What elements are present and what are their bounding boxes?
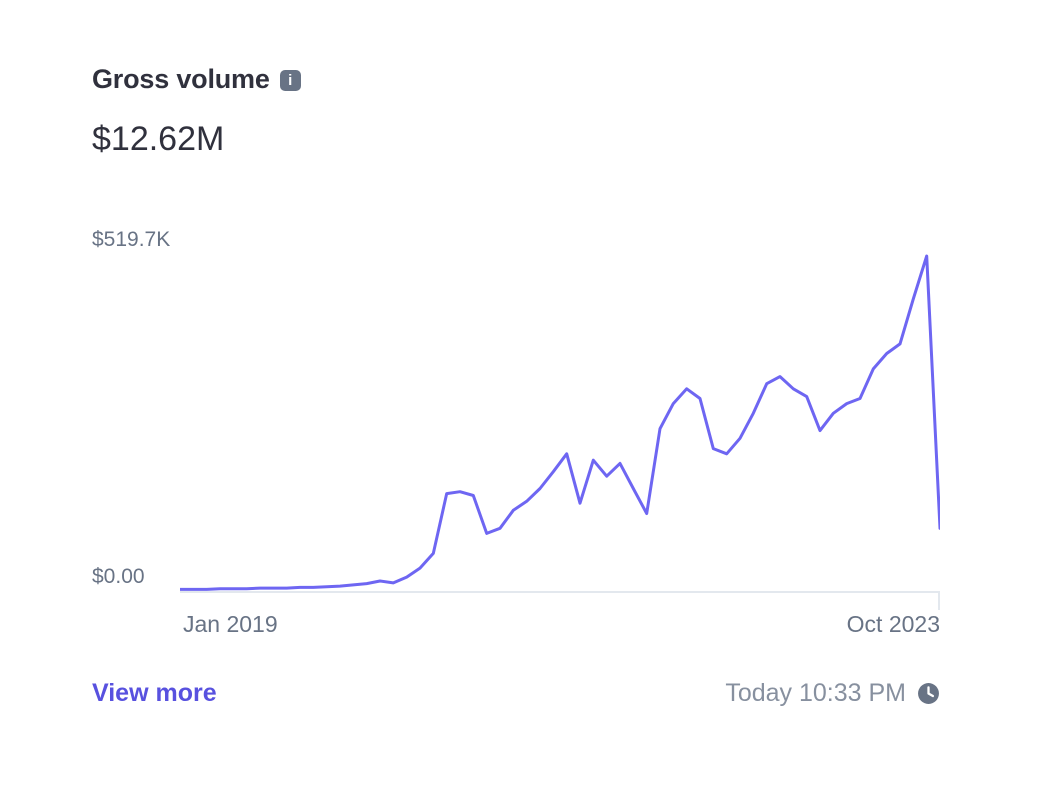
x-axis-line xyxy=(180,591,940,593)
view-more-link[interactable]: View more xyxy=(92,679,217,707)
y-axis-zero-label: $0.00 xyxy=(92,565,145,588)
x-axis-start-label: Jan 2019 xyxy=(183,611,278,637)
timestamp: Today 10:33 PM xyxy=(725,679,906,707)
clock-icon xyxy=(918,683,939,704)
widget-title: Gross volume xyxy=(92,64,270,94)
gross-volume-chart xyxy=(180,254,940,591)
gross-volume-line xyxy=(180,254,940,591)
x-axis-end-label: Oct 2023 xyxy=(846,611,940,637)
y-axis-max-label: $519.7K xyxy=(92,228,171,251)
info-icon[interactable]: i xyxy=(279,70,301,91)
widget-header: Gross volume i xyxy=(92,64,301,95)
timestamp-row: Today 10:33 PM xyxy=(725,679,940,708)
x-axis-end-tick xyxy=(938,591,940,610)
gross-volume-total: $12.62M xyxy=(92,120,225,158)
